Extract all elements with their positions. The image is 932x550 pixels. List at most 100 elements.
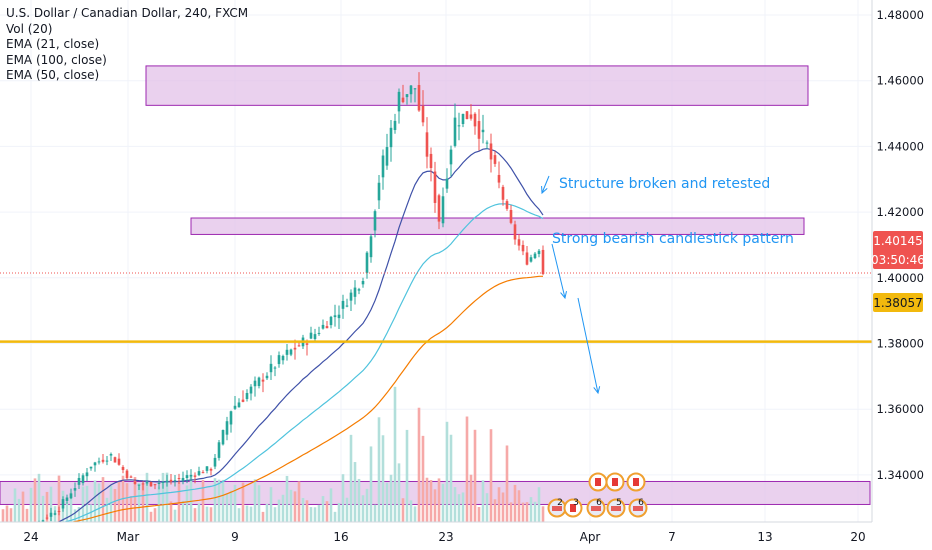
volume-bar	[45, 491, 49, 522]
x-tick-label: 16	[333, 530, 348, 544]
candle-body	[481, 129, 485, 133]
candle-body	[385, 147, 389, 166]
volume-bar	[473, 429, 477, 522]
volume-bar	[165, 472, 169, 522]
volume-bar	[81, 486, 85, 522]
annotation-arrow-target-head	[593, 386, 601, 395]
candle-body	[73, 488, 77, 491]
volume-bar	[201, 480, 205, 522]
zones	[0, 65, 871, 505]
volume-bar	[133, 477, 137, 522]
volume-bar	[337, 502, 341, 522]
volume-bar	[1, 509, 5, 522]
event-count-label: 6	[596, 498, 602, 508]
candle-body	[329, 316, 333, 326]
volume-bar	[461, 492, 465, 522]
us-flag-icon	[611, 506, 621, 511]
level-price-label: 1.38057	[873, 293, 923, 312]
maple-leaf-icon	[633, 478, 639, 486]
candle-body	[249, 386, 253, 394]
volume-bar	[221, 479, 225, 522]
volume-bar	[113, 488, 117, 522]
volume-bar	[389, 474, 393, 522]
x-tick-label: 24	[23, 530, 38, 544]
volume-bar	[353, 462, 357, 522]
candle-body	[93, 462, 97, 466]
legend-title: U.S. Dollar / Canadian Dollar, 240, FXCM	[6, 6, 249, 20]
us-flag-icon	[633, 506, 643, 511]
volume-bar	[413, 506, 417, 522]
volume-bar	[333, 511, 337, 522]
candle-body	[365, 252, 369, 273]
price-axis[interactable]: 1.48000 1.46000 1.44000 1.42000 1.40000 1.380…	[871, 0, 932, 548]
zone-rect	[145, 65, 809, 106]
candle-body	[497, 174, 501, 183]
volume-bar	[125, 483, 129, 522]
volume-bar	[217, 479, 221, 522]
candle-body	[437, 195, 441, 222]
candle-body	[153, 484, 157, 486]
volume-bar	[93, 480, 97, 522]
volume-bar	[281, 494, 285, 522]
volume-bar	[177, 480, 181, 522]
candles	[1, 72, 545, 539]
level-line-group	[0, 272, 872, 343]
candle-body	[313, 334, 317, 340]
legend-indicator-vol: Vol (20)	[6, 21, 53, 36]
volume-bar	[493, 499, 497, 522]
candle-body	[445, 178, 449, 189]
y-tick-label: 1.48000	[876, 8, 924, 22]
volume-bar	[417, 407, 421, 522]
us-flag-icon	[552, 506, 562, 511]
volume-bar	[269, 487, 273, 522]
candle-body	[213, 457, 217, 467]
annotation-arrow-break	[551, 243, 566, 299]
volume-bar	[441, 483, 445, 522]
volume-bar	[57, 475, 61, 522]
ema21-line	[2, 147, 544, 528]
time-axis[interactable]: 24 Mar 9 16 23 Apr 7 13 20	[0, 521, 932, 550]
candle-body	[225, 421, 229, 435]
x-tick-label: 23	[438, 530, 453, 544]
volume-bar	[237, 508, 241, 522]
volume-bar	[401, 498, 405, 522]
volume-bar	[233, 484, 237, 522]
candle-body	[289, 349, 293, 355]
candle-body	[261, 379, 265, 382]
volume-bar	[425, 477, 429, 522]
candle-body	[77, 477, 81, 485]
candle-body	[293, 347, 297, 350]
candle-body	[145, 482, 149, 484]
volume-bar	[185, 485, 189, 522]
volume-bar	[521, 502, 525, 522]
us-flag-icon	[591, 506, 601, 511]
annotation-arrow-break-head	[560, 291, 567, 300]
candle-body	[141, 483, 145, 485]
candle-body	[465, 111, 469, 120]
candle-body	[109, 454, 113, 456]
event-count-label: 6	[638, 498, 644, 508]
volume-bar	[305, 500, 309, 522]
volume-bar	[169, 501, 173, 522]
ema50-line	[2, 203, 544, 527]
candle-body	[265, 375, 269, 379]
volume-bar	[197, 503, 201, 522]
candle-body	[473, 113, 477, 127]
candle-body	[357, 289, 361, 291]
candle-body	[413, 88, 417, 90]
candle-body	[501, 186, 505, 200]
candle-body	[389, 127, 393, 148]
candle-body	[49, 512, 53, 517]
y-tick-label: 1.40000	[876, 271, 924, 285]
volume-bar	[49, 486, 53, 522]
candle-body	[529, 257, 533, 262]
x-tick-label: Mar	[117, 530, 140, 544]
volume-bar	[257, 485, 261, 522]
candle-body	[69, 493, 73, 499]
volume-bar	[65, 502, 69, 522]
candle-body	[281, 355, 285, 361]
candle-body	[421, 105, 425, 123]
candle-body	[237, 402, 241, 408]
volume-bar	[137, 482, 141, 522]
